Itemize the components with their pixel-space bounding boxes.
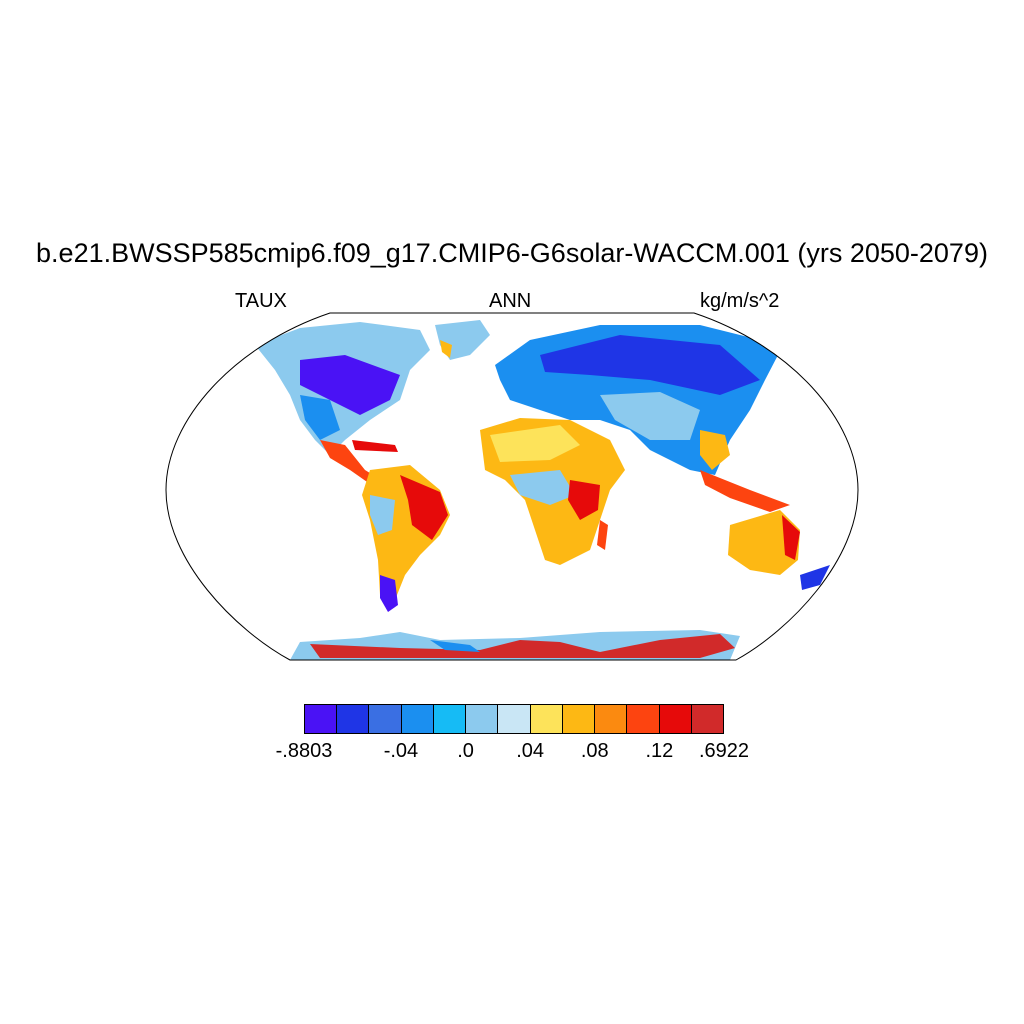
southeast-asia-region: [700, 470, 790, 512]
greenland-landmass: [435, 320, 490, 360]
central-america-landmass: [320, 440, 378, 484]
australia-east-region: [782, 515, 800, 560]
colorbar-box-2: [369, 705, 402, 733]
colorbar-label: .6922: [698, 740, 750, 762]
antarctica-band-region: [430, 640, 480, 652]
caribbean-landmass: [352, 440, 398, 452]
colorbar-box-9: [595, 705, 628, 733]
colorbar-box-3: [401, 705, 434, 733]
globe-outline: [165, 312, 859, 661]
colorbar-label: .04: [516, 740, 545, 762]
colorbar-box-0: [305, 705, 338, 733]
sahara-region: [490, 425, 580, 462]
colorbar-box-4: [433, 705, 467, 733]
madagascar-landmass: [597, 520, 608, 550]
units-label: kg/m/s^2: [700, 290, 780, 312]
colorbar-box-12: [691, 705, 724, 733]
north-america-east-region: [300, 355, 400, 415]
central-asia-region: [600, 392, 700, 440]
colorbar: [304, 704, 724, 734]
colorbar-label: .12: [645, 740, 674, 762]
period-label: ANN: [489, 290, 532, 312]
colorbar-label: -.04: [383, 740, 419, 762]
antarctica-red-region: [310, 634, 735, 658]
siberia-region: [540, 335, 760, 395]
colorbar-label: -.8803: [275, 740, 333, 762]
australia-landmass: [728, 510, 800, 575]
south-america-east-region: [400, 475, 448, 540]
variable-label: TAUX: [235, 290, 287, 312]
africa-east-region: [568, 480, 600, 520]
south-america-west-region: [370, 495, 395, 535]
colorbar-box-1: [337, 705, 370, 733]
colorbar-label: .08: [580, 740, 609, 762]
greenland-edge-region: [440, 340, 452, 358]
east-asia-region: [700, 430, 730, 470]
colorbar-box-7: [530, 705, 563, 733]
colorbar-label: .0: [457, 740, 474, 762]
north-america-west-region: [300, 395, 340, 440]
south-america-south-region: [380, 575, 398, 612]
colorbar-box-11: [659, 705, 692, 733]
plot-title: b.e21.BWSSP585cmip6.f09_g17.CMIP6-G6sola…: [36, 238, 988, 268]
colorbar-box-6: [498, 705, 531, 733]
new-zealand-landmass: [800, 565, 830, 590]
colorbar-box-5: [466, 705, 499, 733]
colorbar-box-8: [562, 705, 596, 733]
africa-central-region: [510, 470, 575, 505]
colorbar-box-10: [627, 705, 660, 733]
